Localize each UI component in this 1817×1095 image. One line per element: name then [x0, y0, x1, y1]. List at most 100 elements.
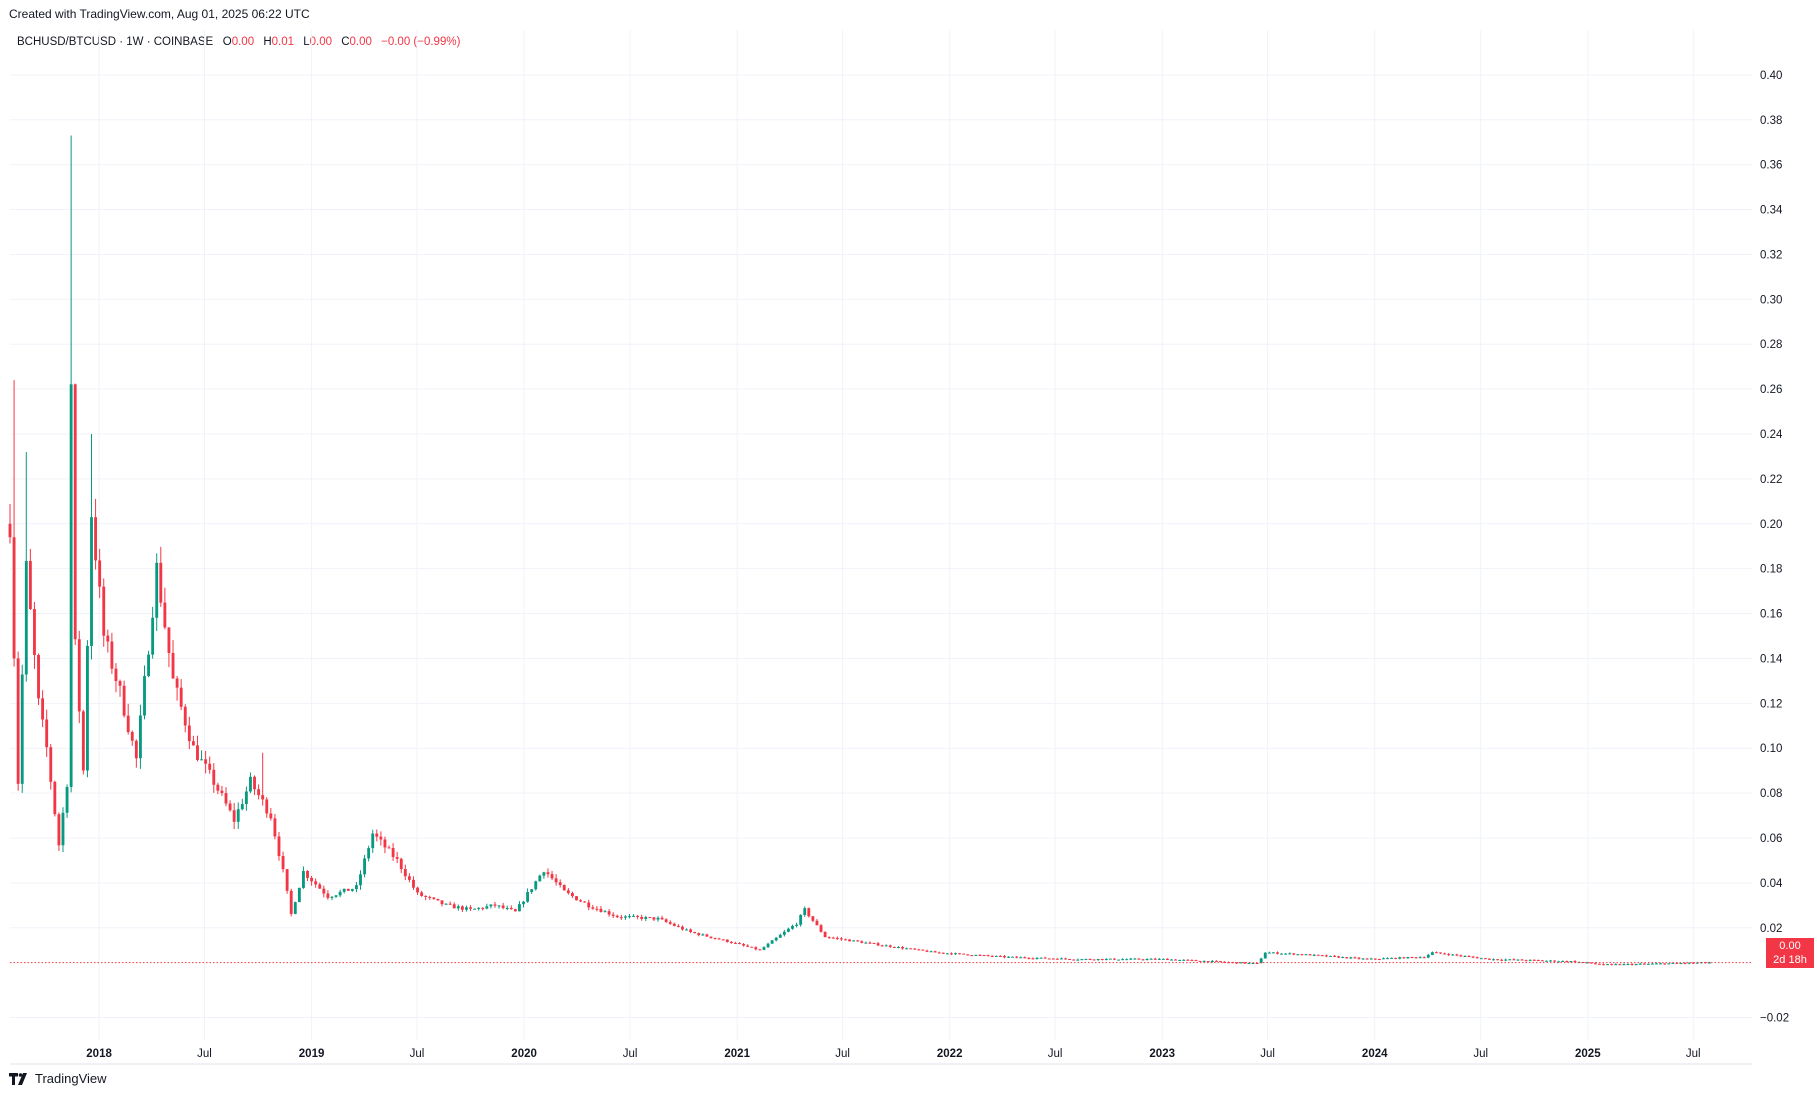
- candle: [69, 135, 73, 793]
- candle: [1333, 954, 1336, 957]
- candle-body: [371, 833, 375, 849]
- candle-body: [293, 902, 297, 914]
- candle-body: [839, 938, 843, 940]
- candle-body: [575, 896, 578, 901]
- candle-body: [106, 635, 110, 642]
- candle: [1602, 963, 1605, 966]
- candle-body: [322, 888, 326, 894]
- candle-body: [416, 887, 419, 893]
- candle-body: [1630, 963, 1634, 965]
- candle-body: [921, 949, 925, 951]
- candle-body: [302, 871, 305, 888]
- candle-body: [599, 908, 603, 912]
- candle: [1443, 952, 1447, 955]
- candle-body: [542, 872, 546, 876]
- y-tick-label: 0.36: [1760, 160, 1782, 172]
- candle-body: [493, 904, 497, 906]
- candle: [962, 953, 966, 955]
- candle: [1410, 956, 1414, 959]
- candle-body: [98, 560, 102, 587]
- candle: [917, 948, 921, 951]
- candle: [1064, 957, 1067, 960]
- candle-body: [676, 925, 680, 927]
- candle: [587, 899, 591, 911]
- candle-body: [12, 537, 16, 659]
- tradingview-logo[interactable]: TradingView: [9, 1071, 107, 1086]
- created-with-text: Created with TradingView.com, Aug 01, 20…: [9, 7, 310, 21]
- candle-body: [281, 856, 285, 870]
- candle-body: [1569, 961, 1573, 963]
- candle-body: [1492, 959, 1495, 961]
- candle: [1023, 956, 1027, 959]
- candle: [701, 933, 705, 936]
- candle-body: [819, 925, 823, 932]
- candle: [151, 606, 155, 659]
- candle-body: [1304, 954, 1308, 956]
- low-value: 0.00: [309, 36, 333, 48]
- candle-body: [1675, 962, 1679, 964]
- candle-body: [978, 954, 982, 956]
- candle: [1451, 953, 1455, 956]
- candle-body: [1235, 962, 1239, 964]
- y-tick-label: 0.22: [1760, 474, 1782, 486]
- candle: [652, 917, 656, 922]
- candle-body: [1137, 958, 1141, 960]
- candle-body: [909, 948, 913, 950]
- candle: [440, 900, 444, 907]
- candle: [33, 602, 36, 669]
- y-tick-label: 0.06: [1760, 833, 1782, 845]
- candle: [57, 812, 61, 852]
- candle: [1149, 958, 1153, 960]
- candle-body: [1170, 959, 1173, 961]
- candle: [424, 895, 428, 901]
- candle-body: [725, 939, 729, 942]
- candle-body: [505, 907, 509, 909]
- candle-body: [1047, 958, 1051, 960]
- candle: [387, 845, 391, 849]
- candle-body: [689, 929, 693, 933]
- candle-body: [611, 914, 615, 916]
- candle: [77, 630, 81, 724]
- candle-body: [1655, 963, 1658, 965]
- candle: [1247, 962, 1251, 965]
- candle-body: [717, 938, 721, 940]
- candle-body: [1035, 957, 1039, 959]
- candle: [1190, 959, 1194, 962]
- candle-body: [257, 789, 261, 796]
- candle-body: [134, 740, 138, 759]
- candle: [1447, 953, 1451, 957]
- candle-body: [1557, 961, 1561, 963]
- candle-body: [473, 908, 477, 910]
- candle: [444, 903, 448, 905]
- candle-body: [1382, 958, 1385, 960]
- open-value: 0.00: [231, 36, 255, 48]
- candle-body: [1055, 958, 1059, 960]
- candle: [261, 752, 265, 806]
- candle-body: [501, 905, 505, 909]
- candle-body: [28, 560, 32, 610]
- candle-body: [1369, 958, 1373, 960]
- candle: [1553, 960, 1557, 963]
- candle-body: [509, 907, 513, 910]
- candle-body: [1447, 954, 1451, 956]
- candle: [37, 653, 40, 705]
- candle: [493, 901, 497, 908]
- candle-body: [1471, 956, 1475, 958]
- candle: [28, 548, 32, 611]
- x-tick-label: 2023: [1149, 1048, 1175, 1060]
- candle-body: [1695, 962, 1699, 964]
- symbol-label[interactable]: BCHUSD/BTCUSD · 1W · COINBASE: [17, 36, 214, 48]
- candle-body: [623, 916, 627, 918]
- candle: [1565, 960, 1569, 963]
- candle-body: [632, 915, 635, 917]
- y-tick-label: 0.12: [1760, 698, 1782, 710]
- candle-body: [1512, 959, 1516, 961]
- candle-body: [481, 907, 485, 909]
- x-tick-label: 2025: [1575, 1048, 1601, 1060]
- candle: [1524, 959, 1528, 962]
- y-tick-label: 0.18: [1760, 564, 1782, 576]
- candle-body: [1430, 952, 1434, 955]
- candle-body: [232, 810, 236, 822]
- candle: [147, 650, 150, 678]
